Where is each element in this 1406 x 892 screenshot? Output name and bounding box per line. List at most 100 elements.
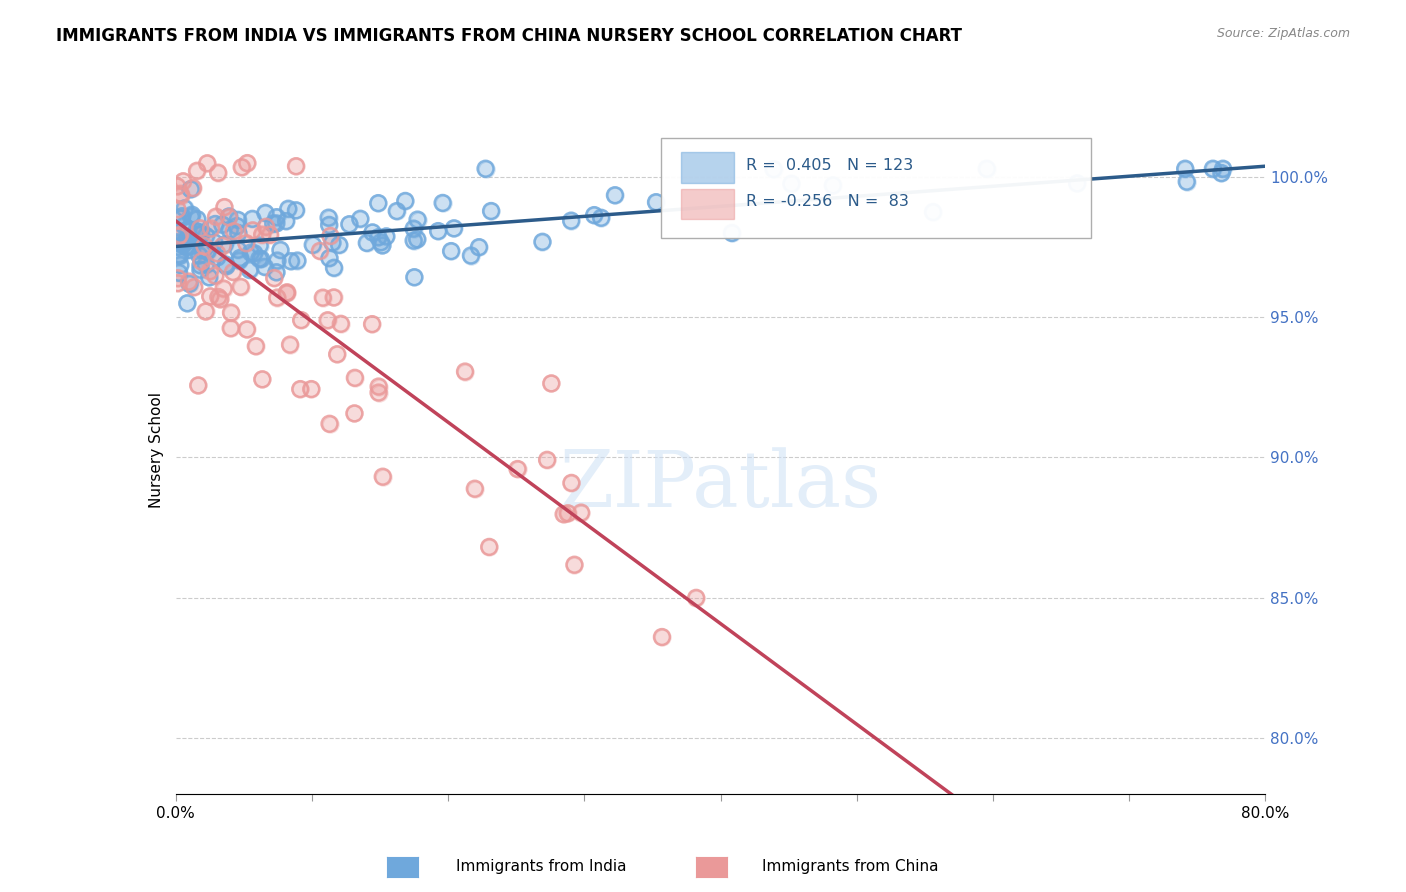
Point	[191, 243, 214, 257]
Point	[200, 289, 222, 303]
Text: ZIPatlas: ZIPatlas	[560, 447, 882, 523]
Text: R =  0.405   N = 123: R = 0.405 N = 123	[745, 158, 912, 173]
Point	[375, 229, 398, 244]
Point	[181, 208, 204, 222]
Point	[190, 254, 212, 268]
Point	[172, 238, 194, 252]
Point	[440, 244, 463, 259]
Point	[212, 281, 235, 295]
Point	[385, 204, 408, 219]
Point	[277, 202, 299, 216]
Point	[319, 229, 342, 244]
Point	[228, 226, 250, 240]
Point	[177, 275, 200, 289]
Point	[191, 243, 214, 257]
Point	[226, 212, 249, 227]
Point	[287, 253, 309, 268]
Point	[370, 235, 392, 250]
Point	[218, 211, 240, 225]
Point	[326, 347, 349, 361]
Point	[195, 244, 218, 258]
Point	[468, 240, 491, 254]
Point	[254, 206, 277, 220]
Point	[976, 161, 998, 176]
Point	[536, 452, 558, 467]
Point	[186, 224, 208, 238]
Point	[204, 268, 226, 283]
Point	[266, 265, 288, 279]
Point	[569, 506, 592, 520]
Point	[190, 262, 212, 277]
Point	[180, 182, 202, 196]
Point	[404, 270, 426, 285]
Point	[229, 251, 252, 265]
Point	[564, 558, 586, 572]
Point	[460, 248, 482, 262]
Point	[214, 237, 236, 252]
Point	[245, 339, 267, 353]
Point	[166, 202, 188, 217]
Text: R = -0.256   N =  83: R = -0.256 N = 83	[745, 194, 908, 210]
Point	[394, 194, 416, 208]
Point	[179, 277, 201, 291]
Point	[821, 178, 844, 193]
Point	[218, 223, 240, 237]
Text: IMMIGRANTS FROM INDIA VS IMMIGRANTS FROM CHINA NURSERY SCHOOL CORRELATION CHART: IMMIGRANTS FROM INDIA VS IMMIGRANTS FROM…	[56, 27, 962, 45]
Point	[591, 211, 613, 225]
Point	[367, 196, 389, 211]
Point	[349, 211, 371, 226]
Point	[361, 226, 384, 240]
Point	[225, 219, 247, 233]
Point	[242, 211, 264, 226]
Point	[557, 506, 579, 520]
Point	[1212, 161, 1234, 176]
Point	[356, 235, 378, 250]
Point	[186, 163, 208, 178]
Point	[264, 217, 287, 231]
Point	[177, 275, 200, 289]
Point	[173, 202, 195, 216]
Point	[176, 232, 198, 246]
Point	[262, 217, 284, 231]
Point	[209, 293, 232, 307]
Point	[254, 219, 277, 234]
Point	[205, 210, 228, 224]
Point	[226, 212, 249, 227]
Point	[169, 186, 191, 201]
Point	[187, 378, 209, 392]
Point	[226, 243, 249, 257]
Point	[173, 202, 195, 216]
Point	[167, 247, 190, 261]
Point	[264, 217, 287, 231]
Point	[222, 265, 245, 279]
Point	[218, 210, 240, 224]
Point	[245, 339, 267, 353]
Point	[179, 240, 201, 254]
Point	[250, 227, 273, 242]
Point	[367, 230, 389, 244]
Point	[207, 166, 229, 180]
FancyBboxPatch shape	[661, 138, 1091, 237]
Point	[169, 249, 191, 263]
Point	[266, 210, 288, 224]
Point	[250, 252, 273, 266]
Point	[226, 243, 249, 257]
Point	[207, 290, 229, 304]
Point	[440, 244, 463, 259]
Point	[188, 248, 211, 262]
Point	[242, 223, 264, 237]
Point	[190, 262, 212, 277]
Point	[323, 260, 346, 275]
Point	[183, 280, 205, 294]
Point	[190, 259, 212, 273]
Point	[239, 263, 262, 277]
Point	[174, 235, 197, 249]
Point	[309, 244, 332, 258]
Point	[231, 161, 253, 175]
Point	[645, 195, 668, 210]
Point	[278, 337, 301, 351]
Point	[402, 234, 425, 248]
Point	[166, 235, 188, 250]
Point	[169, 258, 191, 272]
Point	[166, 276, 188, 290]
